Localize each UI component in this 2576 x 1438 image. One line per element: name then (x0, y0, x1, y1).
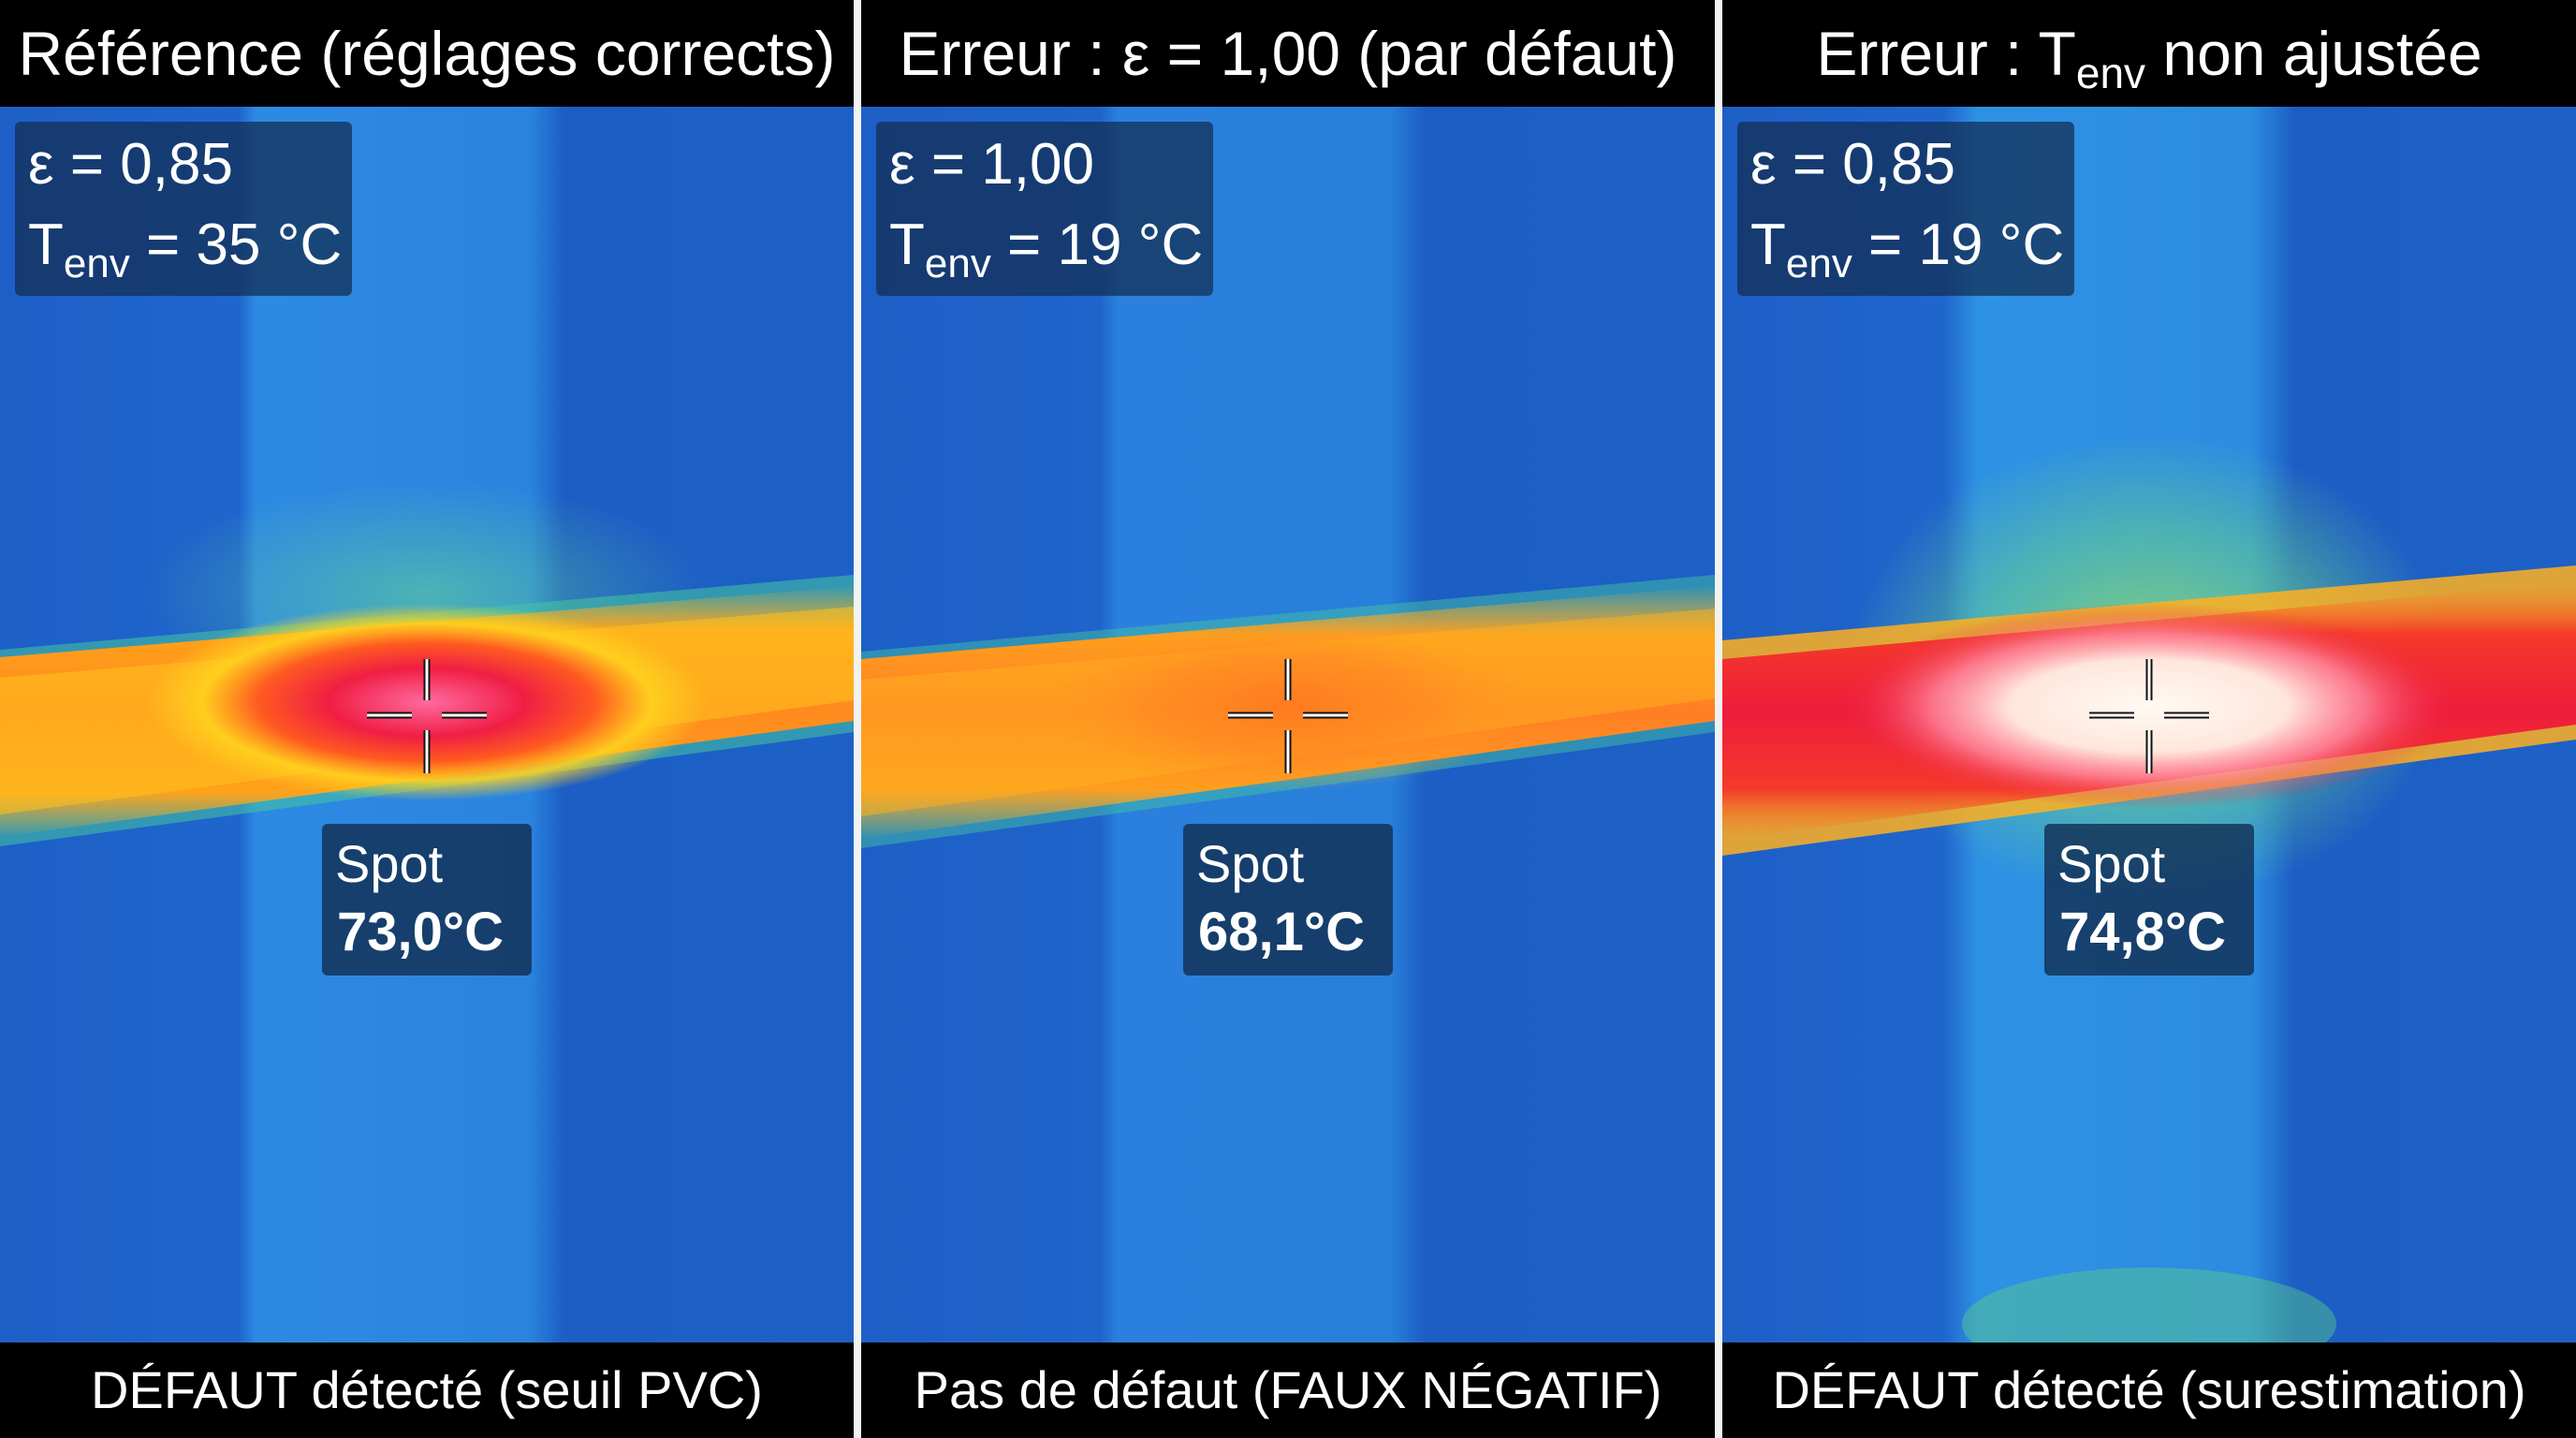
panel-divider (1715, 0, 1722, 1438)
panel-title: Erreur : ε = 1,00 (par défaut) (861, 0, 1715, 107)
spot-temperature: 68,1°C (1198, 902, 1365, 962)
tenv-value: Tenv = 35 °C (28, 213, 343, 286)
tenv-value: Tenv = 19 °C (1750, 213, 2065, 286)
panel-verdict: Pas de défaut (FAUX NÉGATIF) (861, 1343, 1715, 1438)
spot-readout: Spot 68,1°C (1183, 824, 1393, 976)
panel-verdict: DÉFAUT détecté (seuil PVC) (0, 1343, 854, 1438)
thermal-view (1722, 107, 2576, 1343)
tenv-value: Tenv = 19 °C (889, 213, 1204, 286)
spot-readout: Spot 73,0°C (322, 824, 532, 976)
emissivity-value: ε = 0,85 (1750, 132, 1955, 197)
spot-label: Spot (335, 834, 444, 893)
thermal-image (0, 107, 854, 1343)
spot-temperature: 74,8°C (2059, 902, 2226, 962)
settings-box: ε = 0,85 Tenv = 19 °C (1737, 122, 2074, 296)
panel-verdict: DÉFAUT détecté (surestimation) (1722, 1343, 2576, 1438)
panel-tenv-error: Erreur : Tenv non ajustée (1722, 0, 2576, 1438)
thermal-image (861, 107, 1715, 1343)
spot-temperature: 73,0°C (337, 902, 504, 962)
panel-title: Référence (réglages corrects) (0, 0, 854, 107)
settings-box: ε = 1,00 Tenv = 19 °C (876, 122, 1213, 296)
panel-title: Erreur : Tenv non ajustée (1722, 0, 2576, 107)
spot-readout: Spot 74,8°C (2044, 824, 2254, 976)
panel-reference: Référence (réglages corrects) (0, 0, 854, 1438)
emissivity-value: ε = 0,85 (28, 132, 233, 197)
spot-label: Spot (2057, 834, 2166, 893)
panel-emissivity-error: Erreur : ε = 1,00 (par défaut) (861, 0, 1715, 1438)
panel-divider (854, 0, 861, 1438)
spot-label: Spot (1196, 834, 1305, 893)
thermal-view (0, 107, 854, 1343)
emissivity-value: ε = 1,00 (889, 132, 1094, 197)
thermal-image (1722, 107, 2576, 1343)
settings-box: ε = 0,85 Tenv = 35 °C (15, 122, 352, 296)
thermal-view (861, 107, 1715, 1343)
